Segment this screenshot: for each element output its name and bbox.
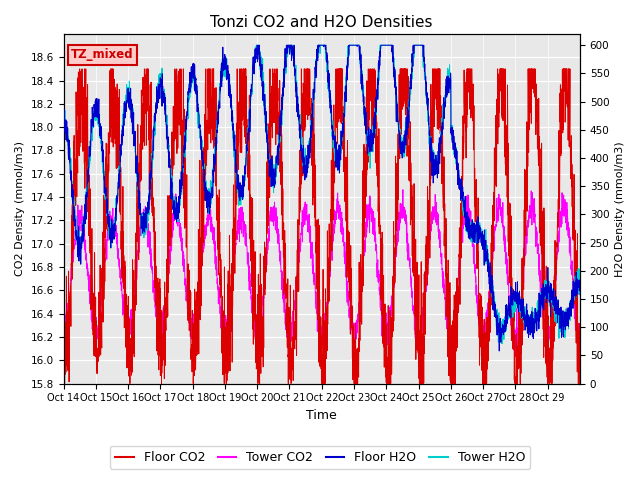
Title: Tonzi CO2 and H2O Densities: Tonzi CO2 and H2O Densities	[211, 15, 433, 30]
Legend: Floor CO2, Tower CO2, Floor H2O, Tower H2O: Floor CO2, Tower CO2, Floor H2O, Tower H…	[109, 446, 531, 469]
Y-axis label: H2O Density (mmol/m3): H2O Density (mmol/m3)	[615, 141, 625, 276]
X-axis label: Time: Time	[307, 409, 337, 422]
Y-axis label: CO2 Density (mmol/m3): CO2 Density (mmol/m3)	[15, 141, 25, 276]
Text: TZ_mixed: TZ_mixed	[71, 48, 134, 61]
